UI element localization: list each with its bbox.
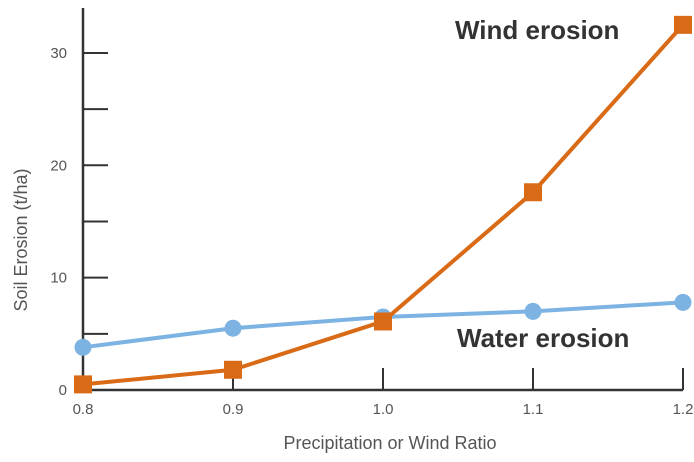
x-tick-label: 1.1 (523, 401, 544, 418)
x-tick-label: 1.0 (373, 401, 394, 418)
wind-erosion-point (374, 312, 392, 331)
x-axis-title: Precipitation or Wind Ratio (283, 433, 496, 453)
wind-erosion-point (74, 375, 92, 394)
y-tick-label: 30 (50, 45, 67, 62)
water-erosion-label: Water erosion (457, 323, 629, 353)
y-tick-label: 10 (50, 270, 67, 287)
x-tick-label: 0.9 (223, 401, 244, 418)
wind-erosion-series (74, 15, 692, 394)
water-erosion-point (524, 302, 542, 320)
y-axis: 0 10 20 30 (50, 8, 108, 399)
y-tick-label: 20 (50, 157, 67, 174)
x-axis: 0.8 0.9 1.0 1.1 1.2 (73, 368, 694, 418)
y-tick-label: 0 (59, 382, 67, 399)
series-layer (74, 15, 692, 394)
water-erosion-point (74, 338, 92, 356)
wind-erosion-point (524, 183, 542, 202)
water-erosion-point (224, 319, 242, 337)
x-tick-label: 1.2 (673, 401, 694, 418)
y-axis-title: Soil Erosion (t/ha) (11, 168, 31, 311)
x-ticks: 0.8 0.9 1.0 1.1 1.2 (73, 368, 694, 418)
x-tick-label: 0.8 (73, 401, 94, 418)
water-erosion-point (674, 293, 692, 311)
wind-erosion-point (674, 15, 692, 34)
y-ticks: 0 10 20 30 (50, 45, 108, 399)
wind-erosion-point (224, 360, 242, 379)
wind-erosion-label: Wind erosion (455, 15, 619, 45)
